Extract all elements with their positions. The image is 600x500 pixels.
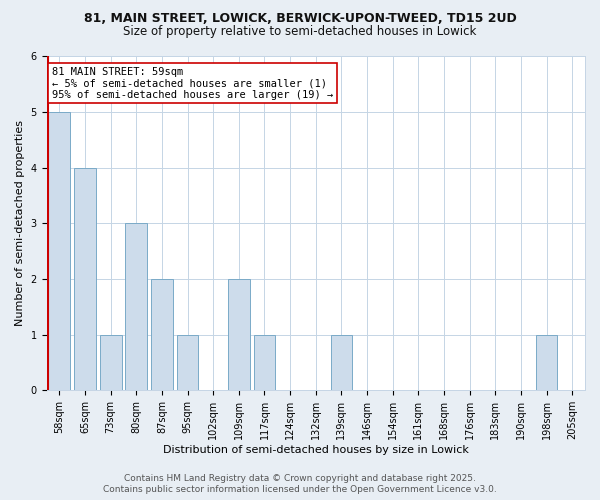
Bar <box>100 334 122 390</box>
Text: Contains HM Land Registry data © Crown copyright and database right 2025.
Contai: Contains HM Land Registry data © Crown c… <box>103 474 497 494</box>
Bar <box>49 112 70 390</box>
X-axis label: Distribution of semi-detached houses by size in Lowick: Distribution of semi-detached houses by … <box>163 445 469 455</box>
Bar <box>228 279 250 390</box>
Bar <box>74 168 96 390</box>
Text: Size of property relative to semi-detached houses in Lowick: Size of property relative to semi-detach… <box>124 25 476 38</box>
Bar <box>254 334 275 390</box>
Text: 81 MAIN STREET: 59sqm
← 5% of semi-detached houses are smaller (1)
95% of semi-d: 81 MAIN STREET: 59sqm ← 5% of semi-detac… <box>52 66 333 100</box>
Bar <box>151 279 173 390</box>
Bar <box>176 334 199 390</box>
Text: 81, MAIN STREET, LOWICK, BERWICK-UPON-TWEED, TD15 2UD: 81, MAIN STREET, LOWICK, BERWICK-UPON-TW… <box>83 12 517 26</box>
Bar <box>125 224 147 390</box>
Bar <box>331 334 352 390</box>
Bar <box>536 334 557 390</box>
Y-axis label: Number of semi-detached properties: Number of semi-detached properties <box>15 120 25 326</box>
